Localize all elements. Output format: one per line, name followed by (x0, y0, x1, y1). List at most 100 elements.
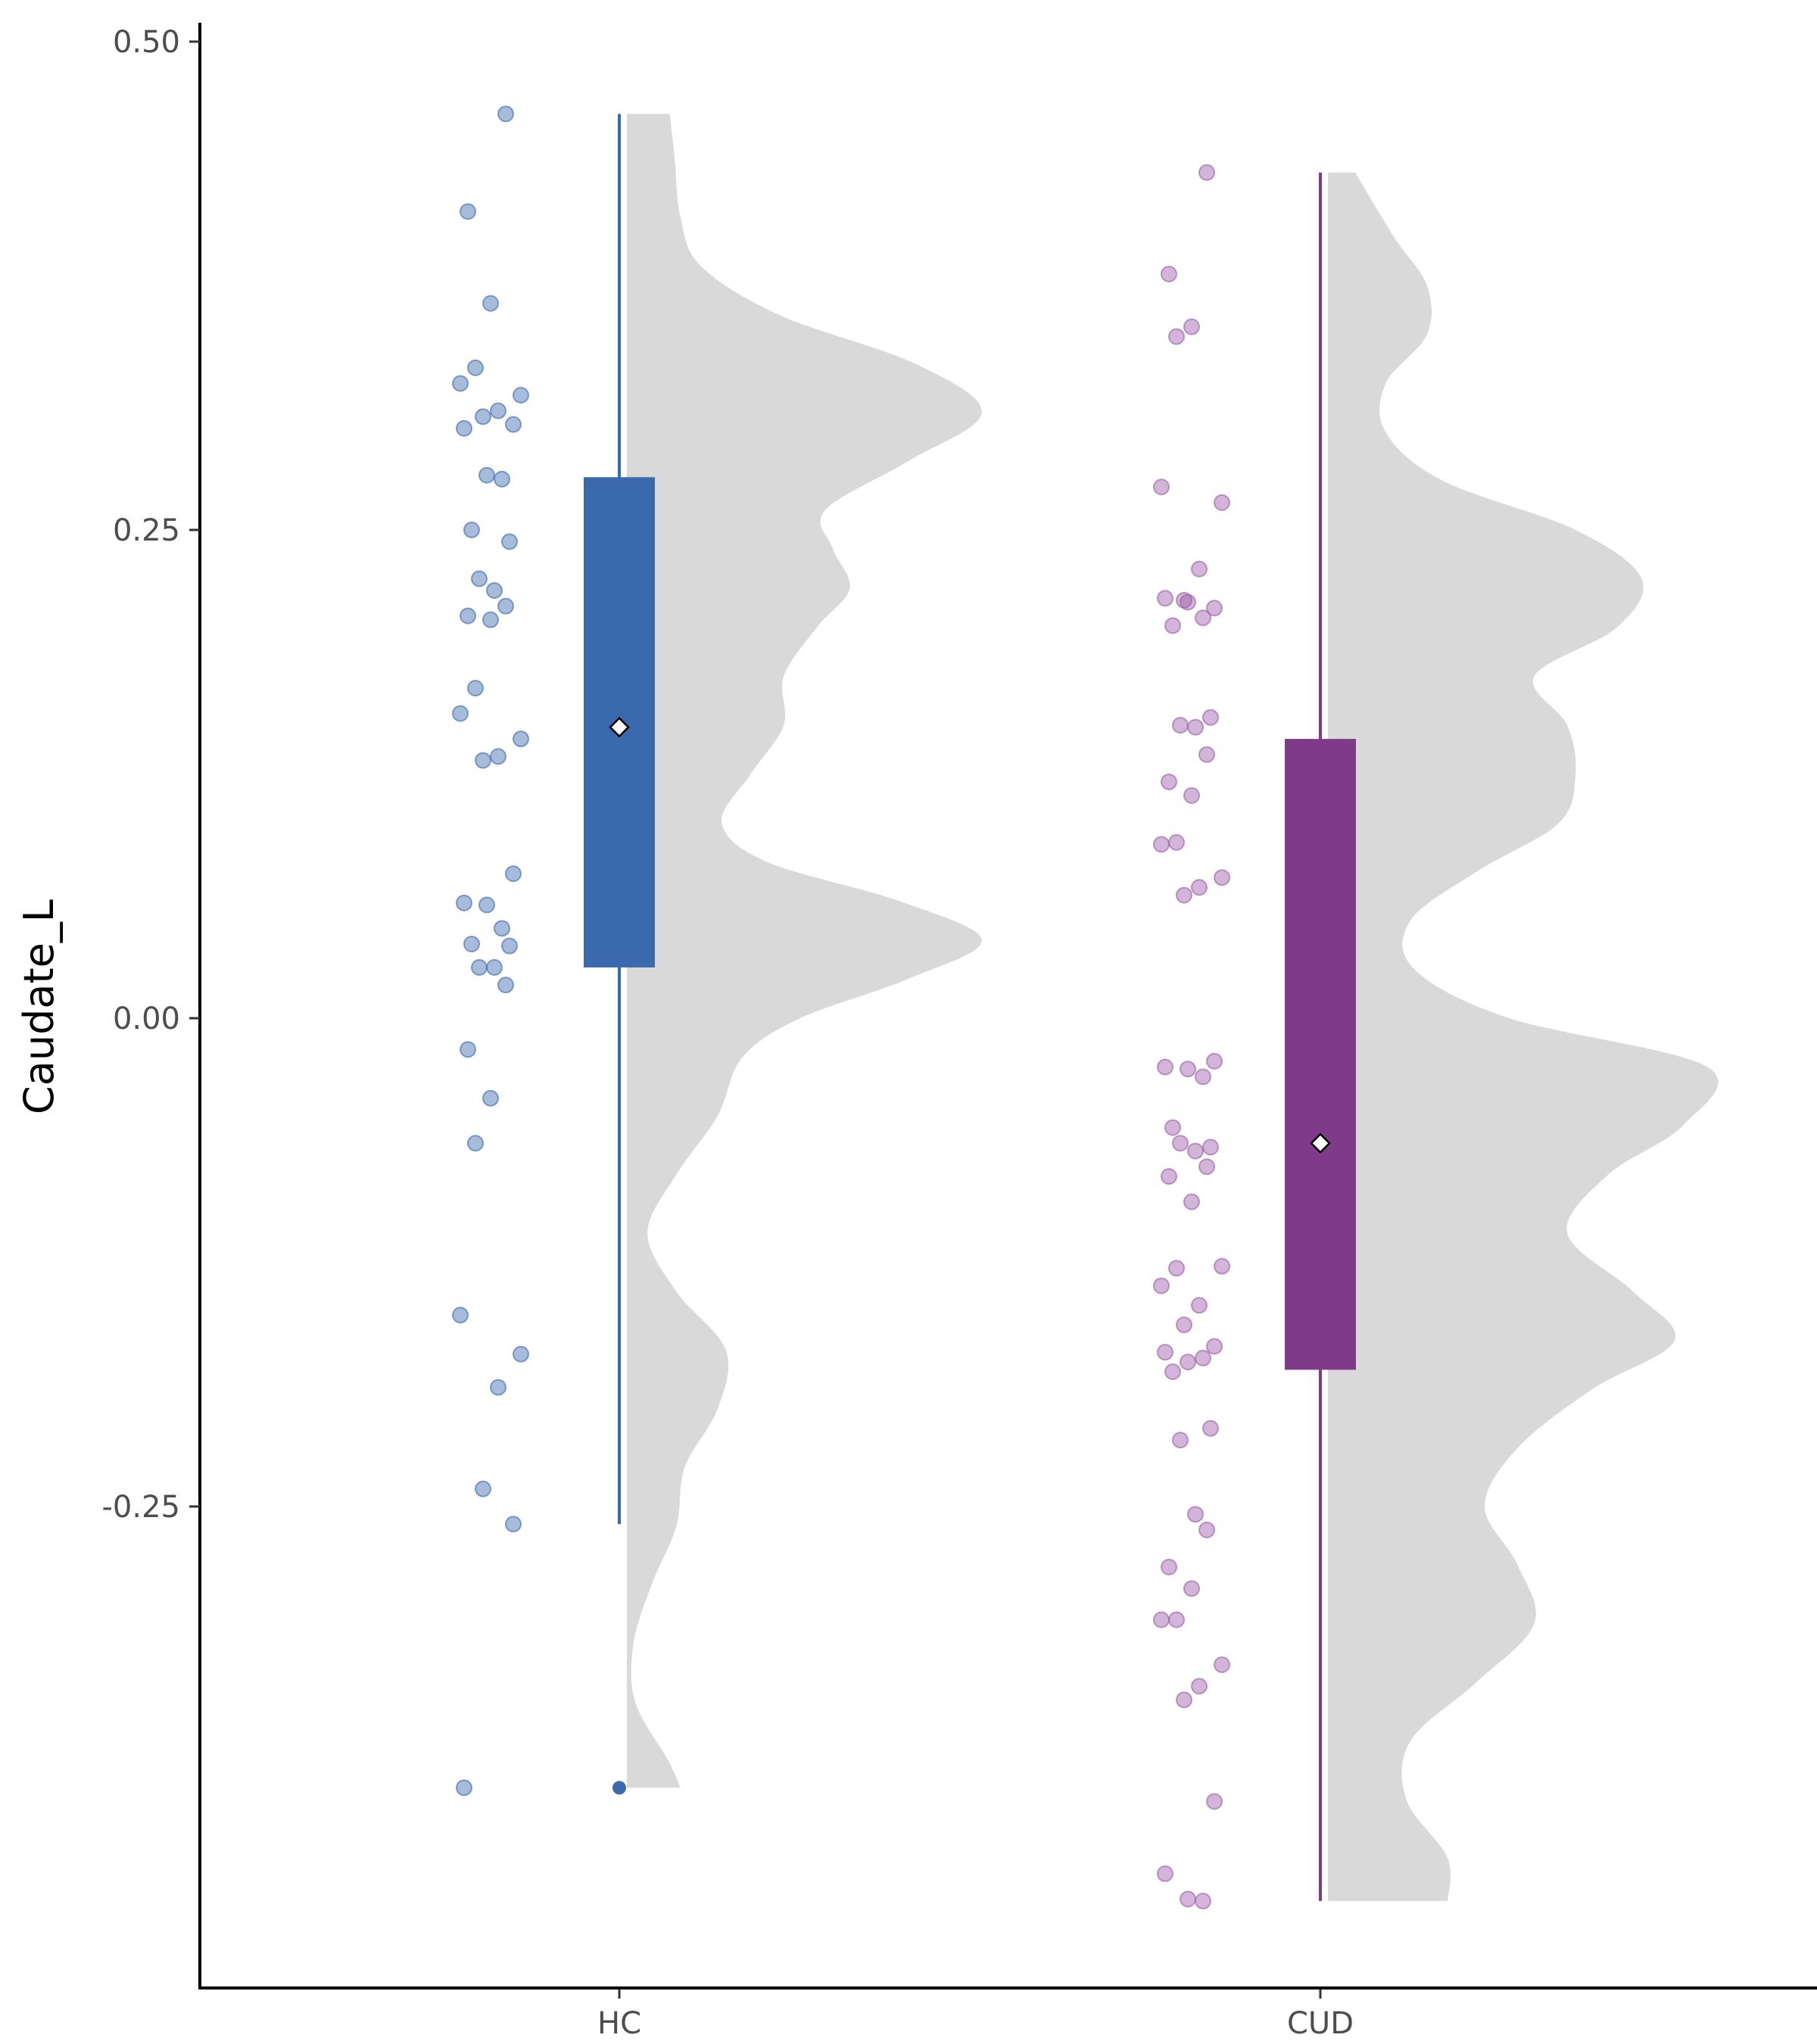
y-tick-label-1: 0.25 (113, 513, 180, 548)
data-point-cud-31 (1187, 1142, 1204, 1160)
data-point-hc-37 (513, 1345, 529, 1363)
data-point-hc-14 (471, 570, 488, 587)
data-point-hc-26 (478, 896, 495, 914)
data-point-cud-13 (1202, 709, 1219, 726)
mean-marker-hc (609, 716, 630, 738)
data-point-hc-30 (471, 958, 488, 976)
data-point-hc-33 (460, 1041, 476, 1058)
data-point-hc-25 (456, 894, 472, 911)
data-point-hc-39 (475, 1480, 491, 1497)
data-point-hc-28 (463, 935, 480, 952)
data-point-hc-1 (460, 203, 476, 220)
data-point-hc-35 (467, 1135, 484, 1152)
data-point-hc-5 (513, 386, 529, 404)
data-point-cud-54 (1191, 1678, 1208, 1695)
data-point-cud-29 (1202, 1139, 1219, 1156)
data-point-cud-37 (1214, 1257, 1230, 1275)
data-point-cud-52 (1153, 1611, 1170, 1628)
data-point-hc-16 (497, 597, 514, 615)
data-point-cud-57 (1157, 1865, 1173, 1883)
data-point-hc-40 (505, 1516, 522, 1533)
data-point-cud-28 (1164, 1119, 1181, 1136)
data-point-cud-45 (1202, 1419, 1219, 1437)
data-point-cud-41 (1157, 1344, 1173, 1361)
data-point-hc-27 (494, 920, 510, 937)
data-point-hc-23 (475, 752, 491, 769)
x-tick-label-hc: HC (597, 2006, 641, 2041)
data-point-cud-36 (1153, 1277, 1170, 1295)
data-point-cud-51 (1168, 1611, 1185, 1628)
data-point-hc-2 (482, 294, 499, 312)
data-point-cud-38 (1191, 1297, 1208, 1314)
data-point-cud-14 (1172, 717, 1189, 734)
box-cud (1285, 739, 1356, 1370)
data-point-cud-25 (1157, 1058, 1173, 1076)
data-point-cud-53 (1214, 1656, 1230, 1673)
data-point-hc-19 (467, 679, 484, 696)
data-point-cud-27 (1195, 1068, 1211, 1086)
data-point-hc-9 (456, 419, 472, 437)
data-point-cud-50 (1183, 1580, 1200, 1597)
y-tick-label-0: 0.50 (113, 25, 180, 60)
data-point-cud-18 (1183, 787, 1200, 804)
data-point-hc-24 (505, 865, 522, 883)
data-point-cud-30 (1172, 1135, 1189, 1152)
data-point-cud-35 (1168, 1260, 1185, 1277)
data-point-cud-10 (1180, 594, 1196, 611)
data-point-hc-8 (505, 416, 522, 433)
data-point-hc-22 (490, 748, 506, 765)
data-point-cud-16 (1198, 746, 1215, 763)
data-point-hc-20 (452, 705, 469, 722)
data-point-hc-18 (482, 611, 499, 628)
data-point-cud-42 (1180, 1354, 1196, 1371)
data-point-cud-40 (1206, 1338, 1223, 1355)
data-point-cud-2 (1183, 318, 1200, 335)
density-cud (1328, 172, 1719, 1902)
data-point-hc-3 (467, 359, 484, 376)
data-point-cud-9 (1157, 590, 1173, 607)
data-point-cud-55 (1176, 1691, 1192, 1709)
data-point-cud-4 (1153, 478, 1170, 496)
data-point-cud-8 (1206, 600, 1223, 617)
data-point-hc-21 (513, 731, 529, 748)
data-point-hc-6 (490, 402, 506, 419)
data-point-cud-47 (1187, 1506, 1204, 1523)
data-point-hc-31 (486, 958, 503, 976)
data-point-cud-34 (1183, 1193, 1200, 1211)
data-point-cud-20 (1153, 836, 1170, 853)
data-point-cud-58 (1180, 1890, 1196, 1908)
data-point-cud-26 (1180, 1061, 1196, 1078)
data-point-cud-56 (1206, 1793, 1223, 1810)
data-point-cud-59 (1195, 1893, 1211, 1910)
data-point-hc-10 (478, 466, 495, 484)
data-point-cud-21 (1214, 869, 1230, 886)
data-point-cud-44 (1164, 1363, 1181, 1380)
data-point-hc-12 (463, 522, 480, 538)
x-tick-label-cud: CUD (1287, 2006, 1354, 2041)
data-point-cud-12 (1164, 617, 1181, 634)
density-hc (627, 114, 982, 1788)
data-point-cud-43 (1195, 1349, 1211, 1366)
y-tick-label-2: 0.00 (113, 1002, 180, 1036)
data-point-hc-32 (497, 977, 514, 994)
data-point-hc-29 (501, 937, 518, 955)
data-point-cud-32 (1198, 1158, 1215, 1176)
axes: Caudate_L HC CUD 0.50 0.25 0.00 -0.25 (15, 23, 1817, 2041)
data-point-hc-7 (475, 408, 491, 425)
data-point-cud-46 (1172, 1432, 1189, 1449)
y-tick-label-3: -0.25 (102, 1490, 181, 1525)
data-point-cud-49 (1161, 1558, 1177, 1575)
data-point-hc-34 (482, 1089, 499, 1107)
data-point-cud-24 (1206, 1052, 1223, 1070)
data-point-hc-15 (486, 581, 503, 599)
data-point-hc-13 (501, 533, 518, 550)
data-point-cud-39 (1176, 1316, 1192, 1334)
data-point-hc-38 (490, 1379, 506, 1396)
data-point-cud-0 (1198, 164, 1215, 181)
data-point-hc-0 (497, 105, 514, 123)
data-point-cud-3 (1168, 328, 1185, 345)
data-point-cud-33 (1161, 1167, 1177, 1185)
outlier-hc-0 (612, 1781, 626, 1795)
data-point-hc-17 (460, 607, 476, 625)
